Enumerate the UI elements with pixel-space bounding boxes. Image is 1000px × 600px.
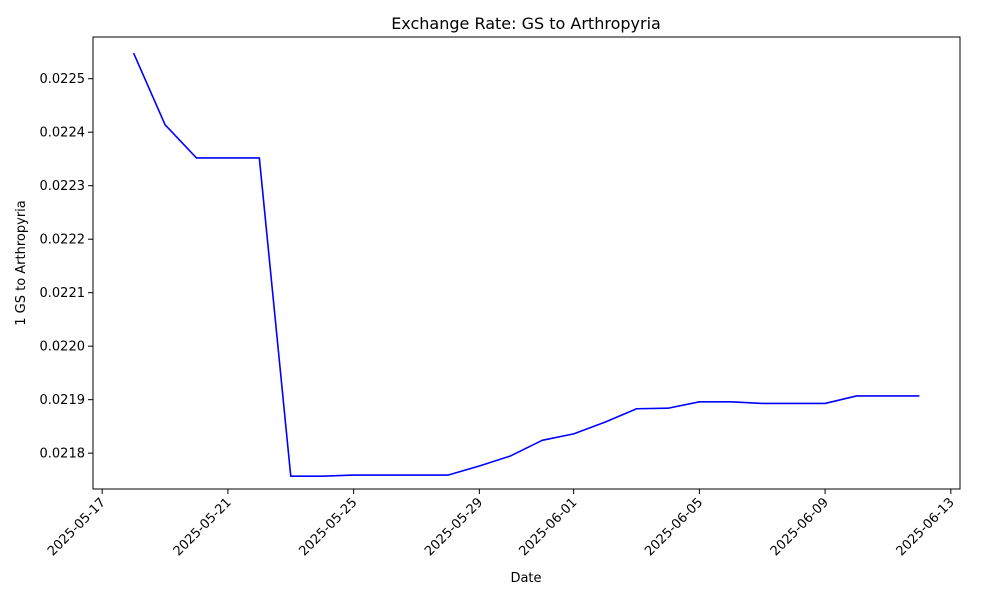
x-tick-label: 2025-06-13 (894, 495, 958, 559)
x-tick-label: 2025-05-21 (171, 495, 235, 559)
y-axis-label: 1 GS to Arthropyria (14, 200, 29, 326)
y-tick-label: 0.0221 (40, 286, 86, 301)
x-tick-label: 2025-06-05 (642, 495, 706, 559)
y-tick-label: 0.0219 (40, 393, 86, 408)
x-axis-label: Date (510, 571, 541, 586)
plot-frame (92, 36, 961, 490)
chart-title: Exchange Rate: GS to Arthropyria (391, 14, 661, 33)
y-tick-label: 0.0224 (40, 126, 86, 141)
x-tick-label: 2025-05-25 (296, 495, 360, 559)
y-tick-label: 0.0218 (40, 447, 86, 462)
series-line-0 (132, 52, 920, 477)
x-tick-label: 2025-06-01 (516, 495, 580, 559)
y-tick-label: 0.0222 (40, 233, 86, 248)
y-tick-label: 0.0225 (40, 72, 86, 87)
x-tick-label: 2025-05-17 (45, 495, 109, 559)
x-tick-label: 2025-05-29 (422, 495, 486, 559)
y-tick-label: 0.0223 (40, 179, 86, 194)
x-tick-label: 2025-06-09 (768, 495, 832, 559)
plot-area: 0.0218 0.0219 0.0220 0.0221 0.0222 0.0223 0.02… (40, 36, 961, 559)
y-tick-label: 0.0220 (40, 340, 86, 355)
